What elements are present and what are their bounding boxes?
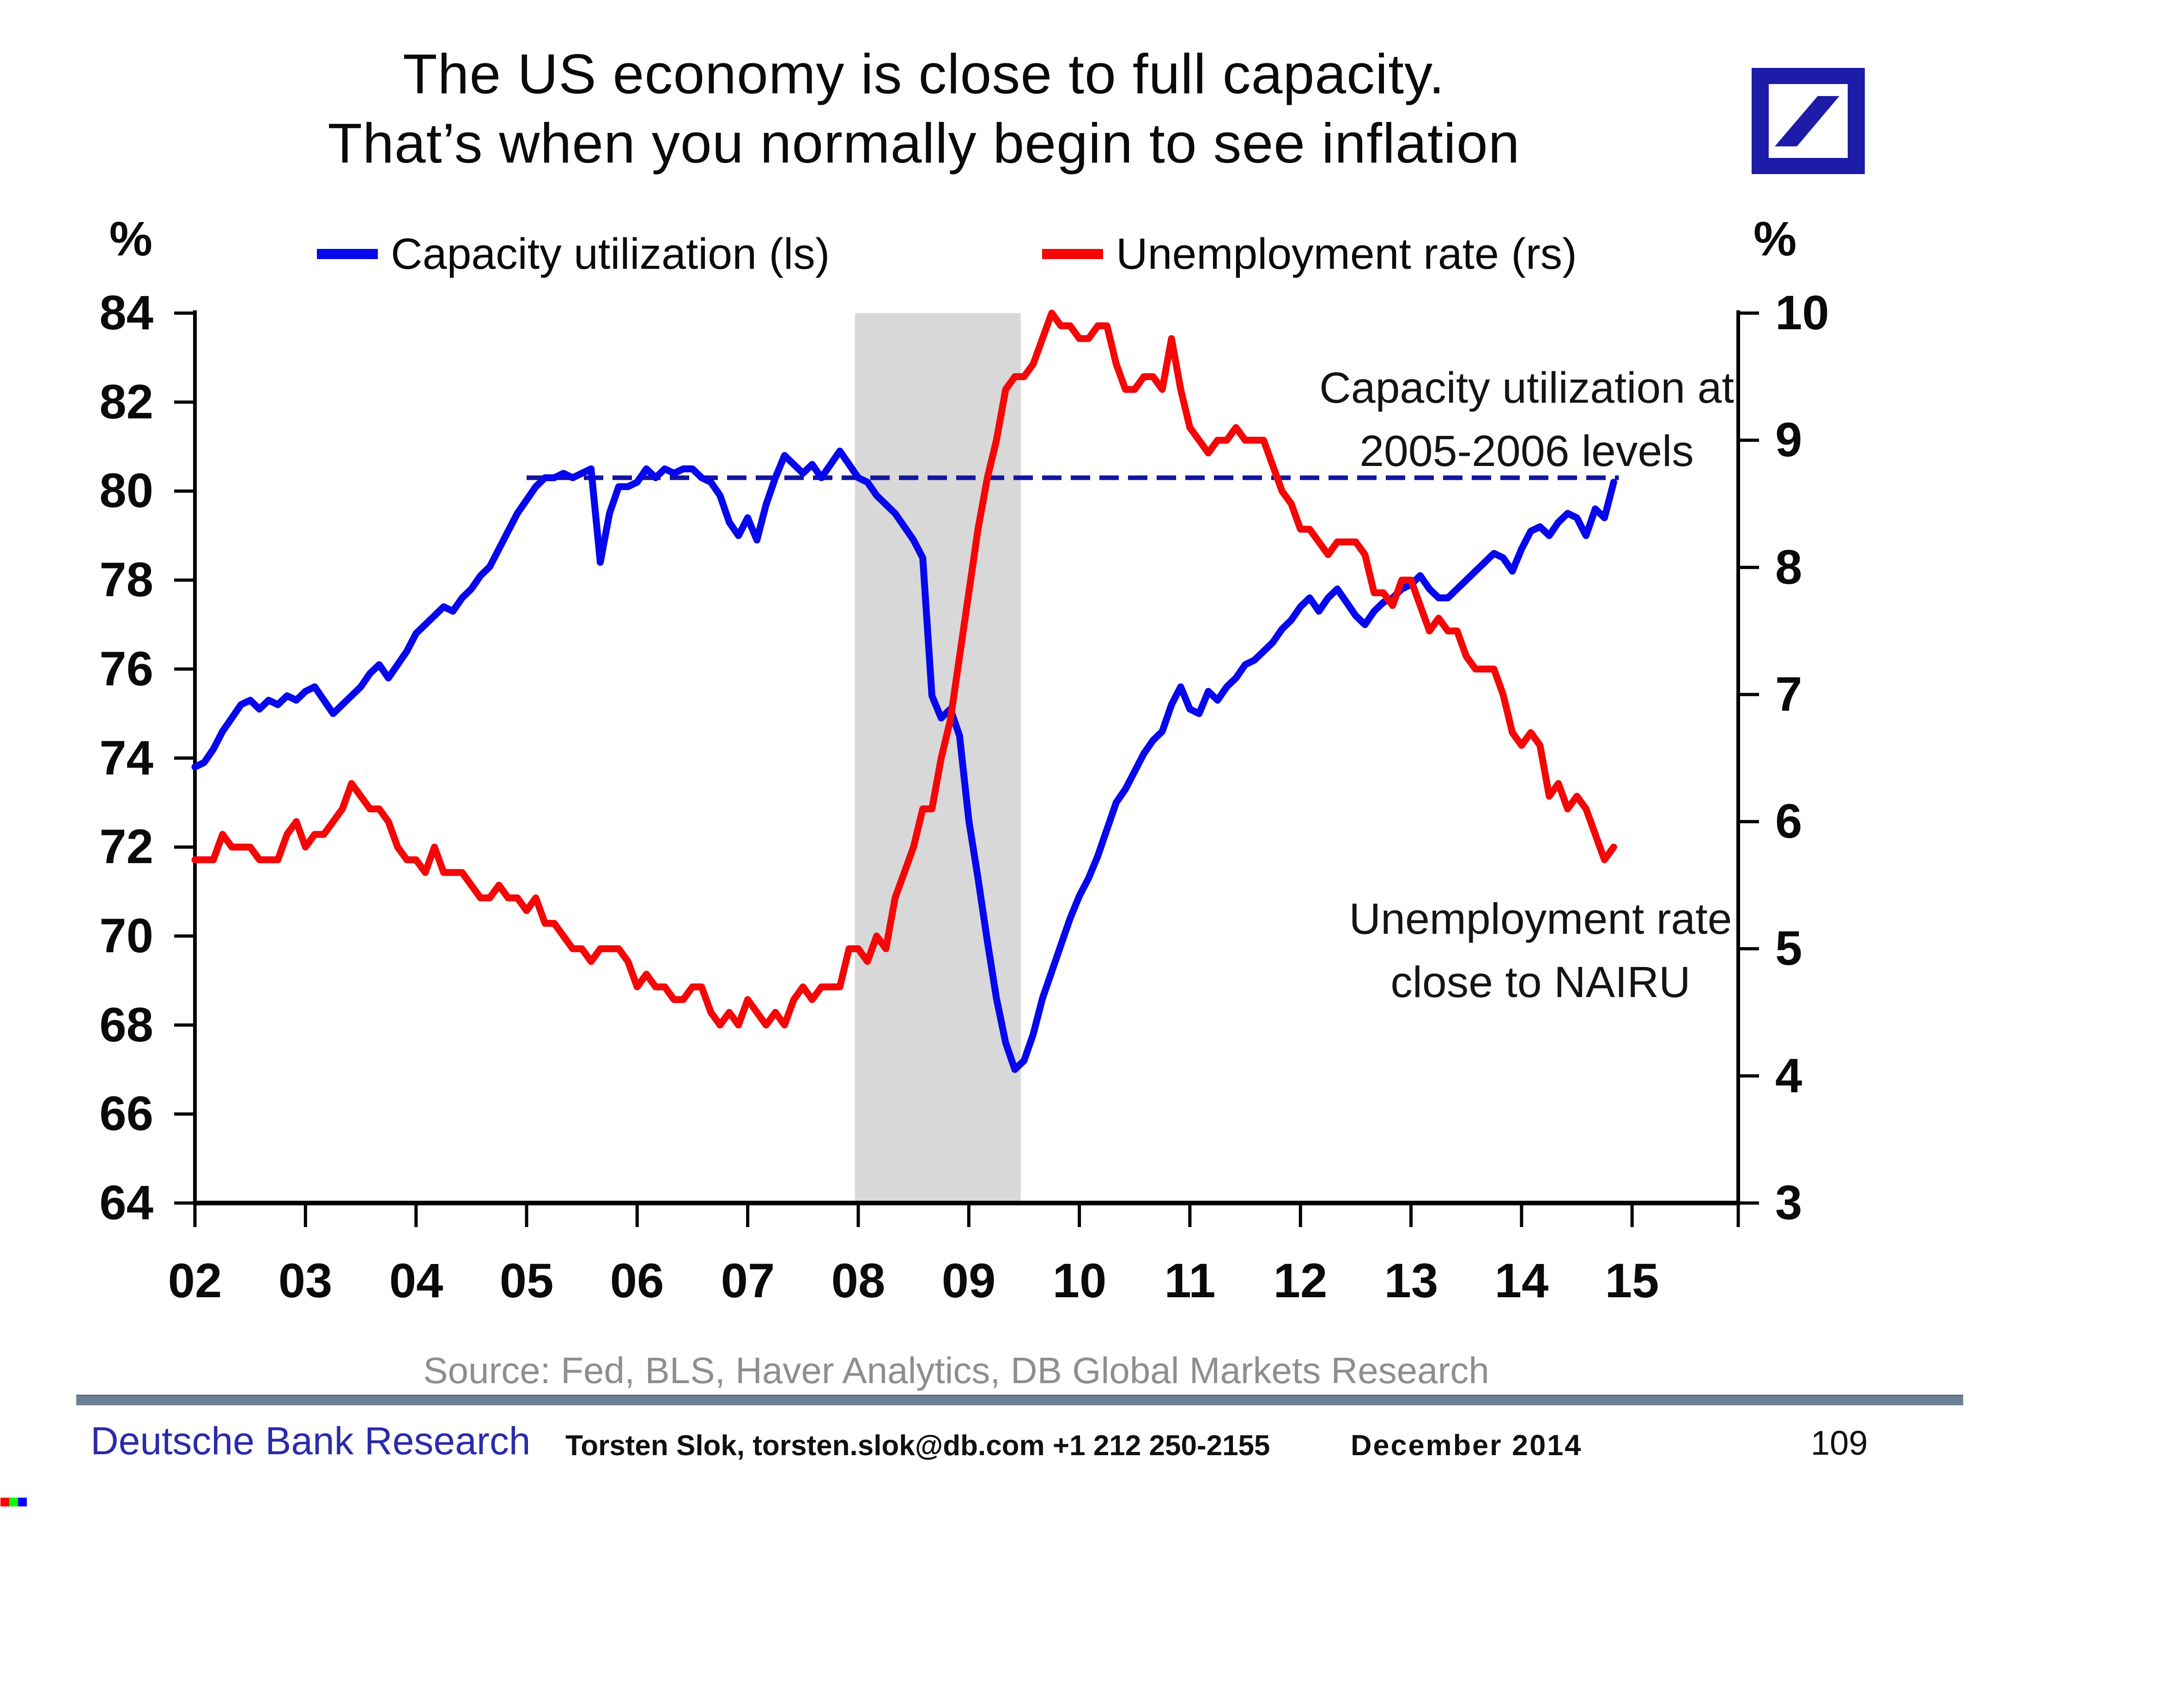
- x-axis-tick-label: 06: [610, 1254, 664, 1308]
- x-axis-tick-label: 05: [499, 1254, 554, 1308]
- footer-divider: [76, 1395, 1963, 1405]
- left-axis-tick-label: 72: [99, 820, 153, 874]
- chart-title-line1: The US economy is close to full capacity…: [402, 42, 1445, 105]
- annotation-capacity-line1: Capacity utilization at: [1319, 363, 1734, 412]
- footer-page-number: 109: [1811, 1424, 1868, 1462]
- right-axis-tick-label: 4: [1775, 1049, 1802, 1103]
- annotation-nairu-line2: close to NAIRU: [1390, 958, 1691, 1007]
- deutsche-bank-logo-icon: [1752, 68, 1865, 174]
- annotation-capacity-utilization: Capacity utilization at 2005-2006 levels: [1312, 357, 1741, 483]
- rgb-pixel-artifact: [0, 1498, 27, 1506]
- blue-pixel: [18, 1498, 27, 1506]
- x-axis-tick-label: 14: [1494, 1254, 1549, 1308]
- right-axis-tick-label: 10: [1775, 286, 1829, 340]
- left-axis-unit: %: [109, 212, 152, 266]
- green-pixel: [9, 1498, 18, 1506]
- legend-red-line-swatch: [1042, 249, 1103, 259]
- legend-label-unemployment: Unemployment rate (rs): [1116, 229, 1577, 278]
- x-axis-tick-label: 03: [278, 1254, 333, 1308]
- right-axis-tick-label: 3: [1775, 1176, 1802, 1230]
- capacity-utilization-line: [191, 447, 1617, 1073]
- left-axis-tick-label: 70: [99, 909, 153, 963]
- left-axis-tick-label: 80: [99, 464, 153, 518]
- left-axis-tick-label: 78: [99, 553, 153, 607]
- db-slash-square-icon: [1752, 68, 1865, 174]
- left-axis-tick-label: 66: [99, 1087, 153, 1141]
- right-axis-tick-label: 6: [1775, 794, 1802, 848]
- x-axis-tick-label: 15: [1605, 1254, 1659, 1308]
- red-pixel: [0, 1498, 9, 1506]
- left-axis-tick-label: 84: [99, 286, 153, 340]
- source-note: Source: Fed, BLS, Haver Analytics, DB Gl…: [423, 1350, 1489, 1391]
- annotation-nairu-line1: Unemployment rate: [1349, 895, 1732, 943]
- right-axis-tick-label: 9: [1775, 413, 1802, 467]
- unemployment-rate-line: [191, 309, 1617, 1029]
- right-axis-tick-label: 5: [1775, 921, 1802, 975]
- right-axis-unit: %: [1753, 212, 1797, 266]
- chart-title: The US economy is close to full capacity…: [176, 39, 1672, 178]
- right-axis-tick-label: 8: [1775, 540, 1802, 594]
- legend-blue-line-swatch: [317, 249, 378, 259]
- x-axis-tick-label: 10: [1052, 1254, 1107, 1308]
- left-axis-tick-label: 64: [99, 1176, 153, 1230]
- left-axis-tick-label: 76: [99, 642, 153, 696]
- annotation-capacity-line2: 2005-2006 levels: [1359, 427, 1694, 476]
- x-axis-tick-label: 09: [941, 1254, 996, 1308]
- x-axis-tick-label: 13: [1384, 1254, 1438, 1308]
- footer-brand: Deutsche Bank Research: [91, 1419, 531, 1463]
- legend-unemployment-rate: Unemployment rate (rs): [1042, 229, 1577, 279]
- left-axis-tick-label: 68: [99, 998, 153, 1052]
- x-axis-tick-label: 08: [831, 1254, 886, 1308]
- legend-capacity-utilization: Capacity utilization (ls): [317, 229, 830, 279]
- left-axis-tick-label: 82: [99, 375, 153, 429]
- x-axis-tick-label: 02: [168, 1254, 222, 1308]
- right-axis-tick-label: 7: [1775, 667, 1802, 721]
- x-axis-tick-label: 11: [1164, 1254, 1216, 1308]
- x-axis-tick-label: 12: [1273, 1254, 1328, 1308]
- chart-title-line2: That’s when you normally begin to see in…: [328, 112, 1520, 175]
- legend-label-capacity: Capacity utilization (ls): [391, 229, 830, 278]
- left-axis-tick-label: 74: [99, 731, 153, 785]
- footer-date: December 2014: [1351, 1429, 1583, 1462]
- annotation-nairu: Unemployment rate close to NAIRU: [1340, 888, 1741, 1014]
- footer-contact: Torsten Slok, torsten.slok@db.com +1 212…: [565, 1430, 1270, 1462]
- x-axis-tick-label: 07: [721, 1254, 775, 1308]
- x-axis-tick-label: 04: [389, 1254, 443, 1308]
